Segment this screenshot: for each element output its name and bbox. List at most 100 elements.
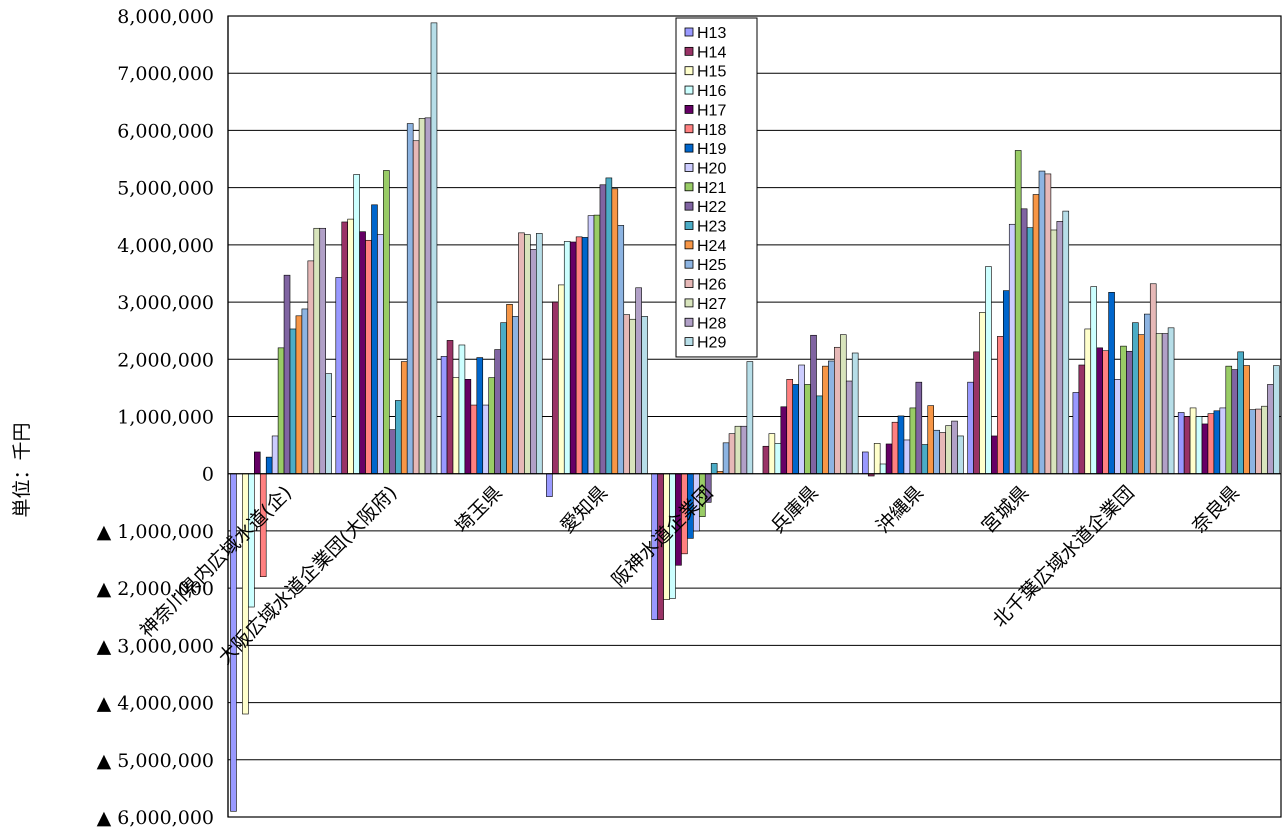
legend-label: H25 <box>697 257 726 274</box>
bar <box>242 473 249 715</box>
bar <box>1167 327 1175 475</box>
bar <box>1138 334 1145 475</box>
bar <box>335 277 343 475</box>
bar <box>418 118 426 475</box>
legend-swatch <box>684 46 694 56</box>
bar <box>879 463 887 475</box>
axes <box>227 15 1282 818</box>
legend-swatch <box>684 279 694 288</box>
bar <box>557 284 565 475</box>
bar <box>412 140 420 475</box>
bar <box>446 340 454 475</box>
bar <box>774 443 782 475</box>
bar <box>301 308 309 475</box>
bar <box>740 425 748 475</box>
bar <box>1056 221 1064 475</box>
bar <box>406 123 414 475</box>
bar <box>1020 208 1028 475</box>
bar <box>535 233 543 475</box>
bar <box>1072 392 1080 475</box>
bar <box>1062 210 1070 475</box>
legend-label: H18 <box>697 122 726 139</box>
bar <box>967 381 974 475</box>
bar <box>1114 379 1121 475</box>
bar <box>1183 416 1191 475</box>
y-tick-label: ▲ 6,000,000 <box>97 807 214 829</box>
bar <box>400 361 408 475</box>
bar <box>1008 223 1016 475</box>
bar <box>933 429 940 475</box>
legend-swatch <box>684 240 694 250</box>
bar <box>295 315 303 475</box>
legend-swatch <box>684 105 694 114</box>
y-tick-label: 6,000,000 <box>117 120 214 142</box>
plot-border <box>227 15 1282 818</box>
bar <box>746 361 754 475</box>
bar <box>945 425 952 475</box>
bar <box>768 433 776 475</box>
legend-label: H15 <box>697 64 726 81</box>
bar <box>1225 365 1233 475</box>
bar <box>470 404 478 475</box>
y-tick-label: 5,000,000 <box>117 178 214 200</box>
bar <box>921 444 929 475</box>
bar <box>575 236 583 475</box>
bar <box>518 232 525 475</box>
bar <box>1155 333 1163 475</box>
legend-swatch <box>684 66 694 76</box>
bar <box>728 433 736 475</box>
legend-swatch <box>684 259 694 269</box>
bar <box>951 420 958 475</box>
bar <box>464 379 472 475</box>
bar <box>1050 229 1058 475</box>
bar <box>1149 283 1157 475</box>
bar <box>1096 347 1103 475</box>
y-tick-label: 4,000,000 <box>117 235 214 257</box>
bar <box>271 435 279 475</box>
bar <box>458 344 466 475</box>
bar <box>1014 150 1022 475</box>
bar <box>903 439 911 475</box>
bar <box>1126 350 1133 475</box>
bar <box>816 395 823 475</box>
bar <box>1120 345 1127 475</box>
bar <box>307 260 315 475</box>
bar <box>780 406 788 475</box>
y-tick-labels: 8,000,000 7,000,000 6,000,000 5,000,000 4,00… <box>97 6 214 829</box>
bar <box>734 425 742 475</box>
legend-label: H19 <box>697 141 726 158</box>
bar <box>494 349 501 475</box>
bar <box>991 435 998 475</box>
legend-swatch <box>684 124 694 134</box>
bars <box>230 22 1280 812</box>
bar <box>265 456 273 475</box>
bar <box>792 384 799 475</box>
bar <box>798 364 805 475</box>
legend-swatch <box>684 298 694 308</box>
bar <box>623 314 630 475</box>
y-tick-label: 7,000,000 <box>117 63 214 85</box>
bar <box>1255 408 1262 475</box>
bar <box>581 237 589 475</box>
bar <box>1219 407 1227 475</box>
legend-label: H14 <box>697 44 726 61</box>
bar <box>873 443 881 475</box>
bar <box>629 318 636 475</box>
legend-swatch <box>684 163 694 172</box>
bar <box>587 215 595 475</box>
bar <box>605 177 613 475</box>
bar <box>506 304 513 475</box>
legend-label: H16 <box>697 83 726 100</box>
bar <box>289 328 297 475</box>
bar <box>599 184 607 475</box>
legend-swatch <box>684 317 694 327</box>
bar <box>973 351 980 475</box>
y-axis-label: 単位：千円 <box>11 422 33 517</box>
legend-swatch <box>684 27 694 37</box>
y-tick-label: ▲ 3,000,000 <box>97 635 214 657</box>
legend-swatch <box>684 221 694 230</box>
bar <box>810 334 817 475</box>
bar <box>569 241 577 475</box>
bar <box>635 287 642 475</box>
